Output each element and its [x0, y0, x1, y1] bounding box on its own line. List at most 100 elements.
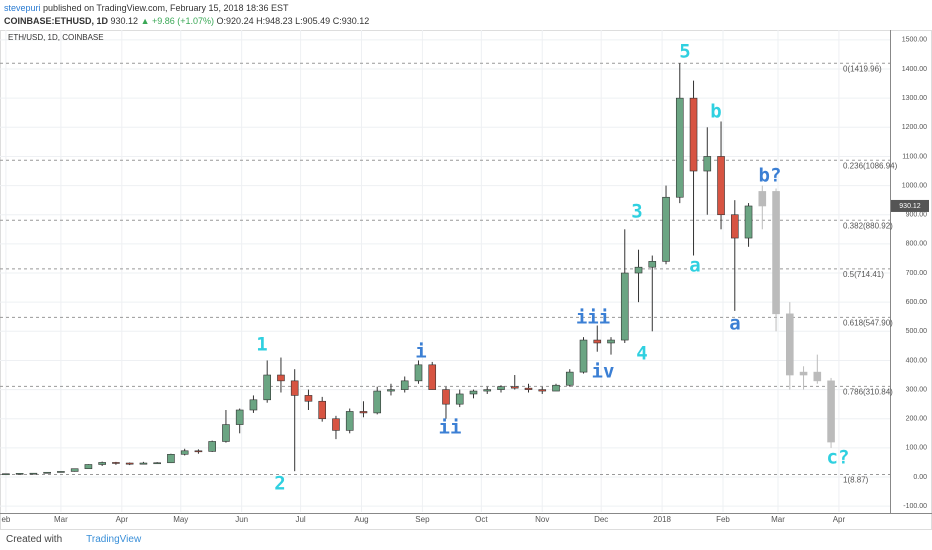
open: O:920.24 [216, 16, 254, 26]
candle-body [497, 386, 505, 390]
y-tick-label: 1400.00 [902, 66, 927, 73]
y-tick-label: 300.00 [906, 386, 928, 393]
candle-body [799, 371, 808, 376]
candle-body [827, 380, 835, 443]
candle-body [455, 393, 464, 405]
x-tick-label: Jun [235, 515, 248, 524]
candle-body [675, 97, 684, 198]
candle-body [469, 390, 478, 395]
candle-body [125, 462, 134, 465]
publish-line: stevepuri published on TradingView.com, … [4, 2, 369, 15]
candle-body [70, 468, 79, 472]
candle-body [359, 411, 368, 414]
chart-frame [0, 30, 932, 530]
chart: ETH/USD, 1D, COINBASE eb Mar Apr May Jun Jul A… [0, 30, 932, 530]
wave-label: b [710, 101, 721, 123]
wave-label: c? [827, 447, 850, 469]
x-tick-label: Oct [475, 515, 488, 524]
candle-body [57, 471, 65, 473]
fib-label: 0.618(547.90) [843, 318, 893, 327]
x-tick-label: 2018 [653, 515, 671, 524]
candle-body [579, 339, 588, 373]
y-tick-label: 1000.00 [902, 182, 927, 189]
footer: Created with TradingView [6, 534, 141, 545]
candle-body [304, 395, 313, 402]
wave-label: 5 [679, 41, 690, 63]
candle-body [565, 371, 574, 386]
fib-label: 0.5(714.41) [843, 270, 884, 279]
wave-label: b? [759, 165, 782, 187]
candle-body [318, 400, 327, 420]
last-price-box [891, 199, 929, 212]
candle-body [510, 386, 519, 389]
close: C:930.12 [332, 16, 370, 26]
candle-body [400, 380, 409, 390]
candle-body [552, 384, 560, 392]
publish-info: published on TradingView.com, February 1… [43, 3, 289, 13]
x-tick-label: eb [1, 515, 10, 524]
high: H:948.23 [256, 16, 293, 26]
candle-body [263, 374, 271, 401]
candle-body [730, 214, 739, 239]
x-tick-label: Feb [716, 515, 730, 524]
candle-body [139, 462, 148, 465]
x-tick-label: Apr [116, 515, 129, 524]
fib-label: 0.786(310.84) [843, 388, 893, 397]
candle-body [112, 462, 120, 464]
candle-body [703, 156, 712, 172]
y-tick-label: -100.00 [903, 503, 927, 510]
fib-label: 0(1419.96) [843, 64, 882, 73]
candle-body [442, 389, 450, 405]
low: L:905.49 [295, 16, 331, 26]
candle-body [524, 387, 533, 390]
fib-label: 0.382(880.92) [843, 221, 893, 230]
last-price-label: 930.12 [899, 203, 921, 210]
candle-body [222, 424, 230, 442]
candle-body [2, 473, 10, 476]
candle-body [208, 441, 216, 452]
y-tick-label: 500.00 [906, 328, 928, 335]
candle-body [332, 418, 340, 431]
header: stevepuri published on TradingView.com, … [4, 2, 369, 28]
symbol: COINBASE:ETHUSD, 1D [4, 16, 109, 26]
candle-body [428, 364, 437, 390]
x-tick-label: Apr [833, 515, 846, 524]
candle-body [414, 364, 423, 382]
x-tick-label: Jul [295, 515, 305, 524]
author[interactable]: stevepuri [4, 3, 41, 13]
candle-body [662, 196, 670, 262]
x-tick-label: Sep [415, 515, 430, 524]
y-tick-label: 800.00 [906, 241, 928, 248]
candle-body [277, 374, 285, 382]
candle-body [194, 450, 203, 453]
x-tick-label: Dec [594, 515, 608, 524]
brand[interactable]: TradingView [86, 534, 142, 545]
candle-body [620, 272, 629, 341]
candle-body [345, 411, 354, 431]
wave-label: a [729, 313, 740, 335]
candle-body [43, 471, 51, 474]
candle-body [813, 371, 822, 382]
candle-body [689, 97, 698, 172]
candle-body [593, 339, 602, 344]
wave-label: iv [592, 361, 615, 383]
candle-body [373, 390, 382, 414]
candle-body [153, 462, 161, 465]
wave-label: iii [576, 307, 610, 329]
candle-body [387, 389, 395, 392]
candle-body [167, 453, 175, 464]
candle-body [538, 389, 547, 392]
wave-label: 2 [274, 473, 285, 495]
candle-body [249, 399, 258, 411]
candle-body [180, 450, 189, 455]
candle-body [290, 380, 299, 396]
y-tick-label: 0.00 [913, 474, 927, 481]
candle-body [607, 339, 615, 344]
candle-body [744, 205, 753, 239]
y-tick-label: 600.00 [906, 299, 928, 306]
fib-label: 0.236(1086.94) [843, 161, 898, 170]
created-with: Created with [6, 534, 63, 545]
wave-label: ii [439, 417, 462, 439]
candle-body [786, 313, 794, 376]
wave-label: a [689, 255, 700, 277]
